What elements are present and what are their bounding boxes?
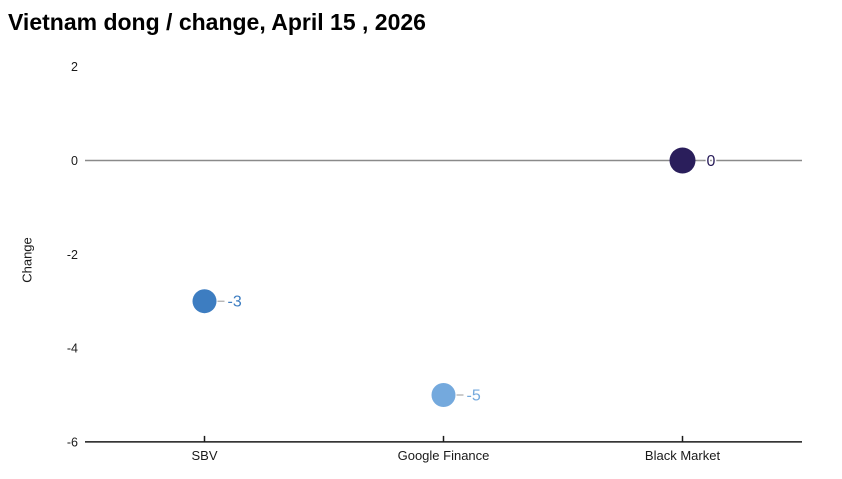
y-tick-label: -6 [67, 435, 78, 449]
data-point [669, 147, 696, 174]
data-point-label: -3 [228, 294, 242, 311]
y-tick-label: 0 [71, 154, 78, 168]
data-point [431, 383, 456, 407]
x-category-label: SBV [191, 448, 217, 463]
y-tick-label: -2 [67, 248, 78, 262]
data-point-label: -5 [467, 388, 481, 405]
chart-title: Vietnam dong / change, April 15 , 2026 [8, 9, 426, 35]
data-point-label: 0 [707, 153, 716, 170]
x-category-label: Google Finance [398, 448, 490, 463]
y-axis-title: Change [19, 237, 35, 283]
y-tick-label: 2 [71, 60, 78, 74]
y-tick-label: -4 [67, 342, 78, 356]
data-point [192, 289, 217, 314]
x-category-label: Black Market [645, 448, 721, 463]
